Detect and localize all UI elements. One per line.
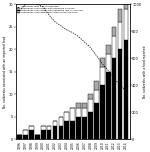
Bar — [58, 117, 63, 126]
Legend: Outbreaks with a food reported, Outbreaks associated with imported produce, Outb: Outbreaks with a food reported, Outbreak… — [17, 5, 83, 14]
Bar — [118, 49, 122, 139]
Bar — [47, 130, 51, 139]
Bar — [29, 126, 34, 130]
Bar — [17, 135, 22, 139]
Bar — [100, 85, 105, 139]
Bar — [41, 130, 46, 139]
Bar — [76, 117, 81, 139]
Bar — [88, 99, 93, 112]
Bar — [124, 9, 128, 40]
Bar — [64, 112, 69, 121]
Bar — [29, 130, 34, 139]
Bar — [106, 45, 111, 54]
Bar — [53, 126, 57, 139]
Bar — [124, 0, 128, 9]
Bar — [53, 121, 57, 126]
Bar — [47, 126, 51, 130]
Bar — [70, 108, 75, 121]
Bar — [94, 103, 99, 139]
Bar — [112, 58, 117, 139]
Bar — [112, 36, 117, 58]
Bar — [82, 103, 87, 108]
Bar — [58, 126, 63, 139]
Bar — [94, 90, 99, 103]
Bar — [35, 135, 40, 139]
Bar — [100, 67, 105, 85]
Bar — [64, 121, 69, 139]
Y-axis label: No. outbreaks associated with an imported food: No. outbreaks associated with an importe… — [3, 36, 7, 108]
Bar — [100, 58, 105, 67]
Bar — [76, 103, 81, 108]
Bar — [88, 94, 93, 99]
Bar — [88, 112, 93, 139]
Bar — [23, 135, 28, 139]
Bar — [106, 54, 111, 72]
Bar — [124, 40, 128, 139]
Bar — [82, 108, 87, 117]
Y-axis label: No. outbreaks with a food reported: No. outbreaks with a food reported — [143, 46, 147, 98]
Bar — [118, 9, 122, 22]
Bar — [106, 72, 111, 139]
Bar — [76, 108, 81, 117]
Bar — [70, 121, 75, 139]
Bar — [94, 81, 99, 90]
Bar — [112, 27, 117, 36]
Bar — [23, 130, 28, 135]
Bar — [82, 117, 87, 139]
Bar — [118, 22, 122, 49]
Bar — [41, 126, 46, 130]
